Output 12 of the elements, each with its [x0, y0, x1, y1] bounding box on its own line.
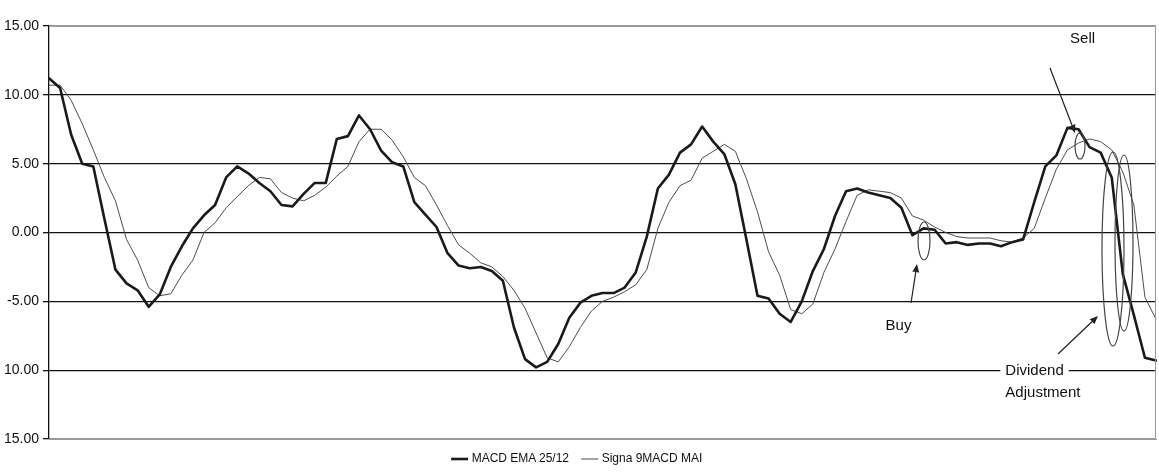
y-tick-label: 15.00 [3, 429, 40, 446]
annotation: Sell [1070, 28, 1096, 46]
y-tick-label: 15.00 [3, 16, 40, 33]
y-tick-label: 5.00 [11, 154, 40, 171]
y-tick-label: 0.00 [11, 223, 40, 240]
y-tick-label: 10.00 [3, 361, 40, 378]
annotation: Buy [885, 315, 912, 333]
y-tick-label: 10.00 [3, 85, 40, 102]
y-tick-label: -5.00 [7, 292, 40, 309]
annotation: Dividend Adjustment [1005, 361, 1082, 401]
legend-label: Signa 9MACD MAI [601, 451, 703, 466]
legend-label: MACD EMA 25/12 [471, 451, 570, 466]
